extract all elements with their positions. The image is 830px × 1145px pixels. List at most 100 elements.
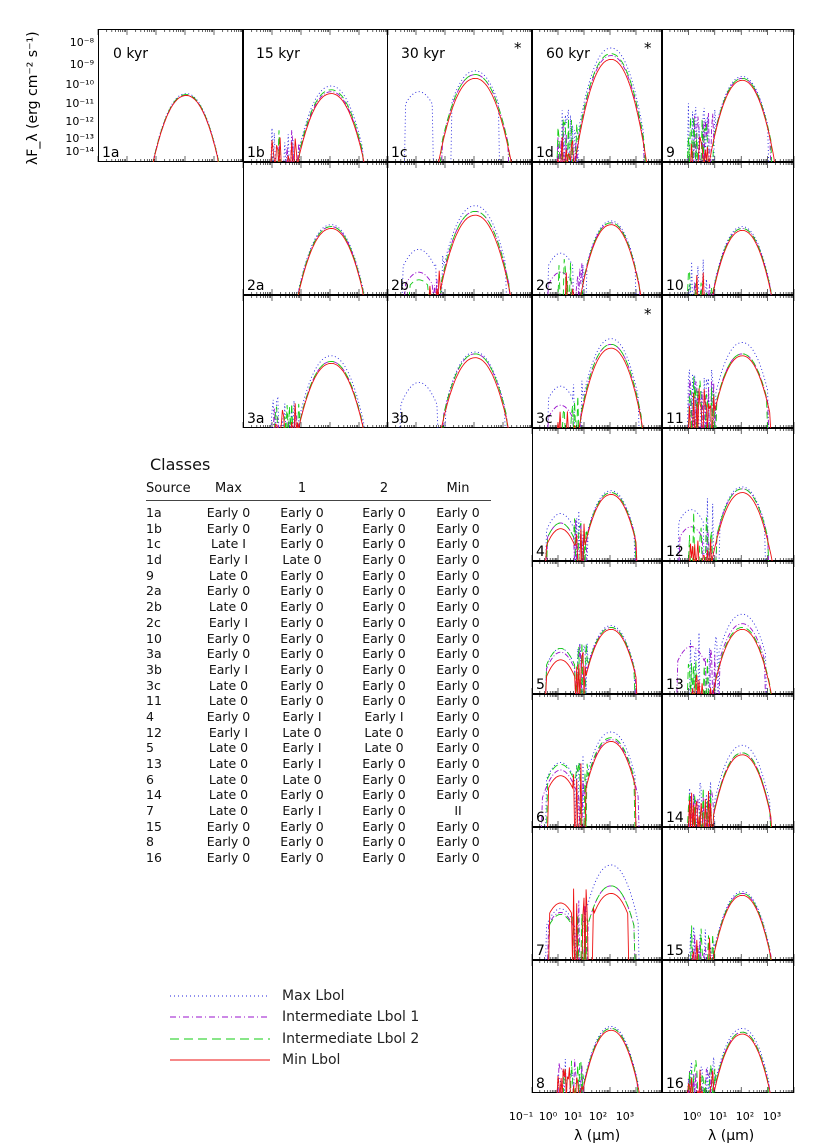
sed-panel: 2a xyxy=(242,162,389,295)
table-row: 7 Late 0 Early I Early 0 II xyxy=(146,803,491,819)
table-row: 1b Early 0 Early 0 Early 0 Early 0 xyxy=(146,521,491,537)
cell-min: Early 0 xyxy=(436,552,480,568)
x-tick-label: 10⁰ xyxy=(539,1110,558,1123)
panel-label: 5 xyxy=(536,677,545,693)
sed-panel: 3a xyxy=(242,295,389,428)
cell-source: 12 xyxy=(146,724,162,740)
cell-int2: Early 0 xyxy=(362,646,406,662)
sed-line-min xyxy=(695,229,772,295)
table-row: 14 Late 0 Early 0 Early 0 Early 0 xyxy=(146,787,491,803)
cell-int2: Early 0 xyxy=(362,771,406,787)
sed-line-int2 xyxy=(686,77,773,162)
table-row: 3a Early 0 Early 0 Early 0 Early 0 xyxy=(146,646,491,662)
col-title-2: 30 kyr xyxy=(401,46,445,62)
sed-line-int2 xyxy=(546,492,637,561)
legend-swatch-int2 xyxy=(170,1038,270,1040)
sed-line-min xyxy=(556,1029,640,1093)
x-axis-label-right: λ (μm) xyxy=(708,1128,754,1144)
sed-line-int2 xyxy=(687,752,772,827)
panel-label: 15 xyxy=(666,943,684,959)
cell-max: Early 0 xyxy=(206,583,251,599)
cell-int2: Early 0 xyxy=(362,630,406,646)
panel-frame xyxy=(387,162,532,295)
sed-line-int1 xyxy=(152,95,219,162)
cell-int2: Early 0 xyxy=(362,583,406,599)
cell-int2: Early 0 xyxy=(362,834,406,850)
cell-min: Early 0 xyxy=(436,505,480,520)
cell-int1: Late 0 xyxy=(282,724,322,740)
cell-max: Late 0 xyxy=(208,756,249,771)
sed-line-max xyxy=(152,93,220,162)
sed-line-max xyxy=(545,625,636,694)
table-row: 1a Early 0 Early 0 Early 0 Early 0 xyxy=(146,505,491,521)
cell-min: Early 0 xyxy=(436,567,480,583)
cell-int1: Early 0 xyxy=(280,630,324,646)
sed-line-int2 xyxy=(548,885,636,960)
sed-panel: 12 xyxy=(661,428,795,561)
panel-label: 2a xyxy=(247,278,265,294)
cell-source: 3a xyxy=(146,646,162,662)
sed-panel: 5 xyxy=(531,561,663,694)
cell-source: 13 xyxy=(146,756,162,771)
cell-min: Early 0 xyxy=(436,708,480,724)
cell-max: Late I xyxy=(211,536,246,552)
y-tick-label: 10⁻⁹ xyxy=(70,58,94,71)
sed-panel: 10 xyxy=(661,162,795,295)
sed-line-max xyxy=(687,1027,770,1093)
header-source: Source xyxy=(146,481,191,496)
panel-frame xyxy=(532,428,662,561)
cell-source: 11 xyxy=(146,693,162,709)
cell-min: Early 0 xyxy=(436,756,480,771)
panel-label: 8 xyxy=(536,1076,545,1092)
cell-min: Early 0 xyxy=(436,614,480,630)
panel-frame xyxy=(532,561,662,694)
table-row: 2b Late 0 Early 0 Early 0 Early 0 xyxy=(146,599,491,615)
star-marker: * xyxy=(644,39,652,57)
sed-panel: 3b xyxy=(386,295,533,428)
sed-line-min xyxy=(688,754,772,827)
panel-frame xyxy=(532,960,662,1093)
sed-line-int1 xyxy=(547,222,641,295)
sed-line-int2 xyxy=(545,627,636,694)
cell-int1: Early 0 xyxy=(280,583,324,599)
sed-panel: 13 xyxy=(661,561,795,694)
cell-min: Early 0 xyxy=(436,677,480,693)
cell-min: Early 0 xyxy=(436,818,480,834)
panel-label: 3a xyxy=(247,411,265,427)
legend-swatch-int1 xyxy=(170,1016,270,1018)
table-row: 9 Late 0 Early 0 Early 0 Early 0 xyxy=(146,568,491,584)
panel-frame xyxy=(243,162,388,295)
panel-label: 6 xyxy=(536,810,545,826)
cell-int1: Early 0 xyxy=(280,693,324,709)
table-row: 10 Early 0 Early 0 Early 0 Early 0 xyxy=(146,631,491,647)
sed-line-int2 xyxy=(274,361,364,428)
panel-label: 12 xyxy=(666,544,684,560)
x-tick-label: 10³ xyxy=(616,1110,634,1123)
cell-int1: Early 0 xyxy=(280,677,324,693)
panel-label: 2c xyxy=(536,278,553,294)
cell-max: Late 0 xyxy=(208,740,249,756)
sed-line-int2 xyxy=(152,94,220,162)
sed-panel: 6 xyxy=(531,694,663,827)
panel-label: 1c xyxy=(391,145,408,161)
cell-max: Early I xyxy=(208,724,249,740)
cell-max: Early 0 xyxy=(206,834,251,850)
sed-line-min xyxy=(547,741,637,827)
cell-int2: Early 0 xyxy=(362,614,406,630)
y-tick-label: 10⁻¹¹ xyxy=(65,97,94,110)
panel-frame xyxy=(532,162,662,295)
cell-max: Early I xyxy=(208,661,249,677)
col-title-0: 0 kyr xyxy=(113,46,148,62)
panel-label: 3b xyxy=(391,411,409,427)
sed-panel: 3c * xyxy=(531,295,663,428)
sed-line-max xyxy=(296,224,365,295)
sed-line-max xyxy=(545,864,640,960)
sed-line-min xyxy=(548,888,630,960)
panel-frame xyxy=(662,29,794,162)
table-row: 8 Early 0 Early 0 Early 0 Early 0 xyxy=(146,834,491,850)
cell-max: Early I xyxy=(208,552,249,568)
cell-int1: Early 0 xyxy=(280,646,324,662)
sed-panel: 1a xyxy=(97,29,244,162)
sed-line-min xyxy=(270,93,365,162)
